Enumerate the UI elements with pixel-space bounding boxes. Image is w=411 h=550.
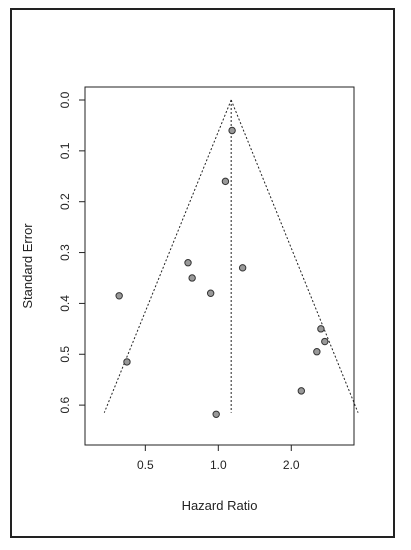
study-point — [221, 177, 230, 186]
study-point — [123, 358, 131, 366]
y-tick-label: 0.1 — [58, 142, 72, 159]
figure-frame — [10, 8, 395, 538]
study-point — [313, 348, 321, 356]
study-point — [238, 264, 247, 272]
y-tick-label: 0.2 — [58, 193, 72, 210]
study-point — [297, 387, 306, 395]
study-point — [188, 274, 196, 282]
y-tick-label: 0.5 — [58, 346, 72, 363]
y-tick-label: 0.6 — [58, 396, 72, 413]
plot-area-box — [84, 86, 355, 446]
x-axis: 0.5 1.0 2.0 — [137, 444, 300, 472]
study-point — [206, 289, 215, 297]
x-axis-title: Hazard Ratio — [182, 498, 258, 513]
funnel-left-boundary — [103, 99, 232, 413]
x-tick-label: 1.0 — [210, 458, 227, 472]
study-point — [317, 325, 325, 333]
funnel-right-boundary — [230, 99, 359, 413]
study-point — [212, 410, 220, 418]
funnel-lines — [103, 99, 359, 413]
x-tick-label: 2.0 — [283, 458, 300, 472]
study-point — [321, 337, 329, 346]
y-tick-label: 0.0 — [58, 91, 72, 108]
y-axis-title: Standard Error — [20, 223, 35, 309]
study-point — [184, 259, 192, 267]
y-axis: 0.0 0.1 0.2 0.3 0.4 0.5 0.6 — [58, 91, 86, 413]
study-point — [115, 292, 123, 300]
data-points — [115, 126, 329, 418]
y-tick-label: 0.4 — [58, 295, 72, 312]
x-tick-label: 0.5 — [137, 458, 154, 472]
study-point — [228, 126, 236, 135]
y-tick-label: 0.3 — [58, 244, 72, 261]
